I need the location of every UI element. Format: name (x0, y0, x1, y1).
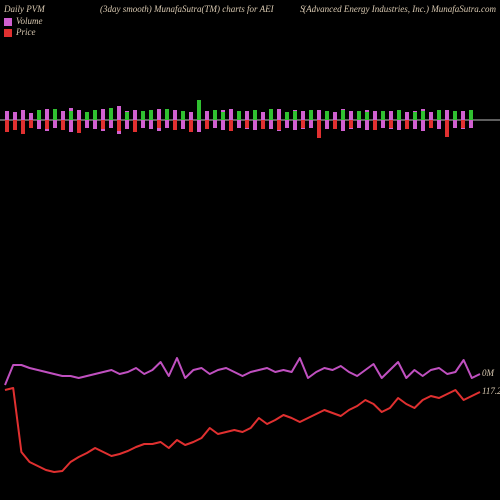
chart-svg (0, 0, 500, 500)
chart-root: Daily PVM (3day smooth) MunafaSutra(TM) … (0, 0, 500, 500)
volume-end-label: 0M (482, 368, 494, 378)
price-end-label: 117.21 (482, 386, 500, 396)
